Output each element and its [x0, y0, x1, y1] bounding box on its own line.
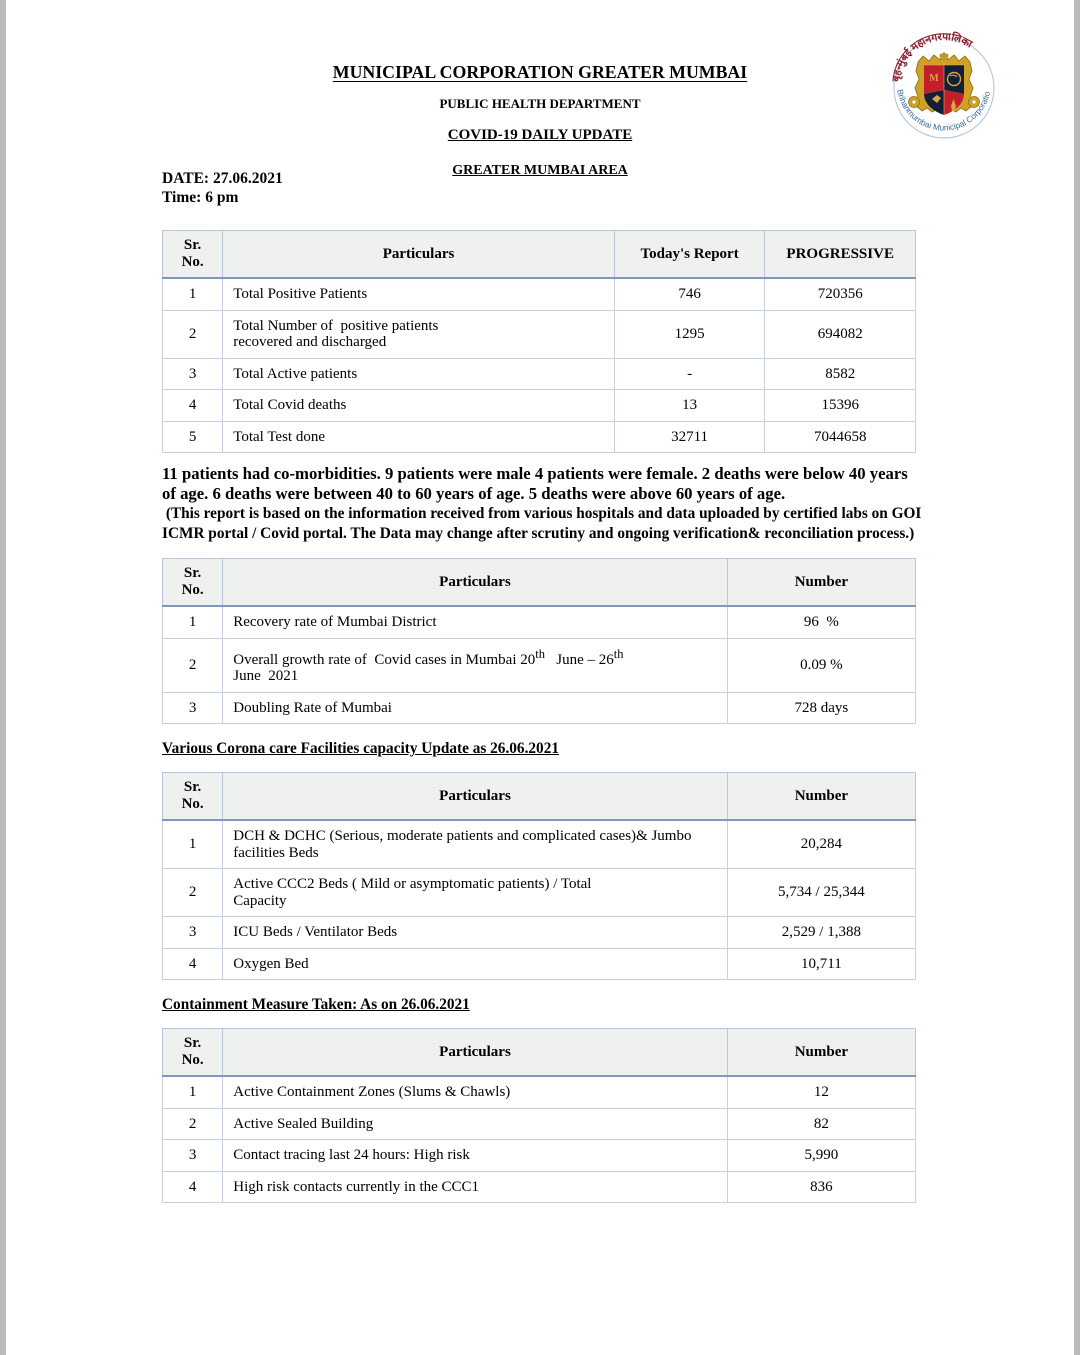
- svg-text:M: M: [929, 73, 939, 84]
